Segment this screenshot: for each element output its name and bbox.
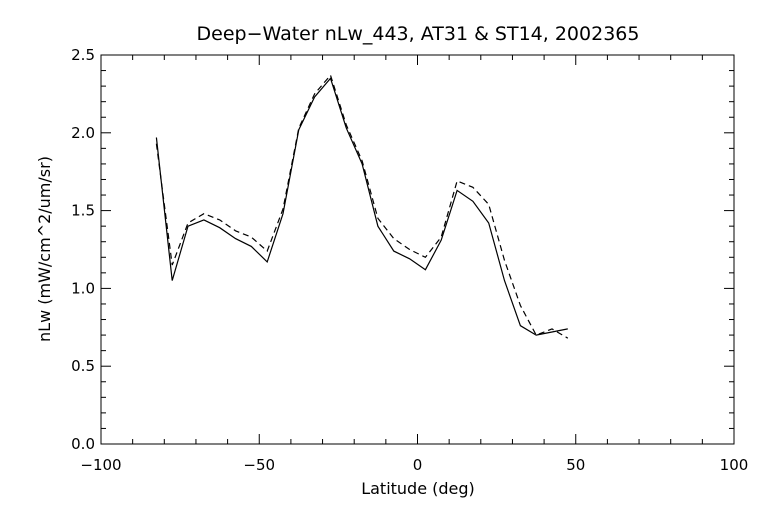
- series-lines: [155, 73, 569, 339]
- y-tick-label: 1.0: [71, 279, 95, 297]
- y-tick-label: 2.0: [71, 124, 95, 142]
- tick-labels: −100 −50 0 50 100 0.0 0.5 1.0 1.5 2.0 2.5: [71, 46, 748, 474]
- series-line-dashed: [155, 73, 569, 339]
- y-tick-label: 1.5: [71, 202, 95, 220]
- x-tick-label: 50: [566, 456, 585, 474]
- axis-ticks: [100, 54, 735, 445]
- y-tick-label: 0.0: [71, 435, 95, 453]
- series-line-solid: [155, 77, 568, 336]
- chart-title: Deep−Water nLw_443, AT31 & ST14, 2002365: [197, 23, 640, 45]
- y-axis-label: nLw (mW/cm^2/um/sr): [35, 156, 54, 342]
- x-tick-label: −50: [243, 456, 275, 474]
- x-tick-label: 100: [720, 456, 749, 474]
- plot-frame: [100, 54, 735, 445]
- y-tick-label: 0.5: [71, 357, 95, 375]
- x-tick-label: 0: [413, 456, 423, 474]
- x-tick-label: −100: [80, 456, 121, 474]
- x-axis-label: Latitude (deg): [361, 479, 475, 498]
- y-tick-label: 2.5: [71, 46, 95, 64]
